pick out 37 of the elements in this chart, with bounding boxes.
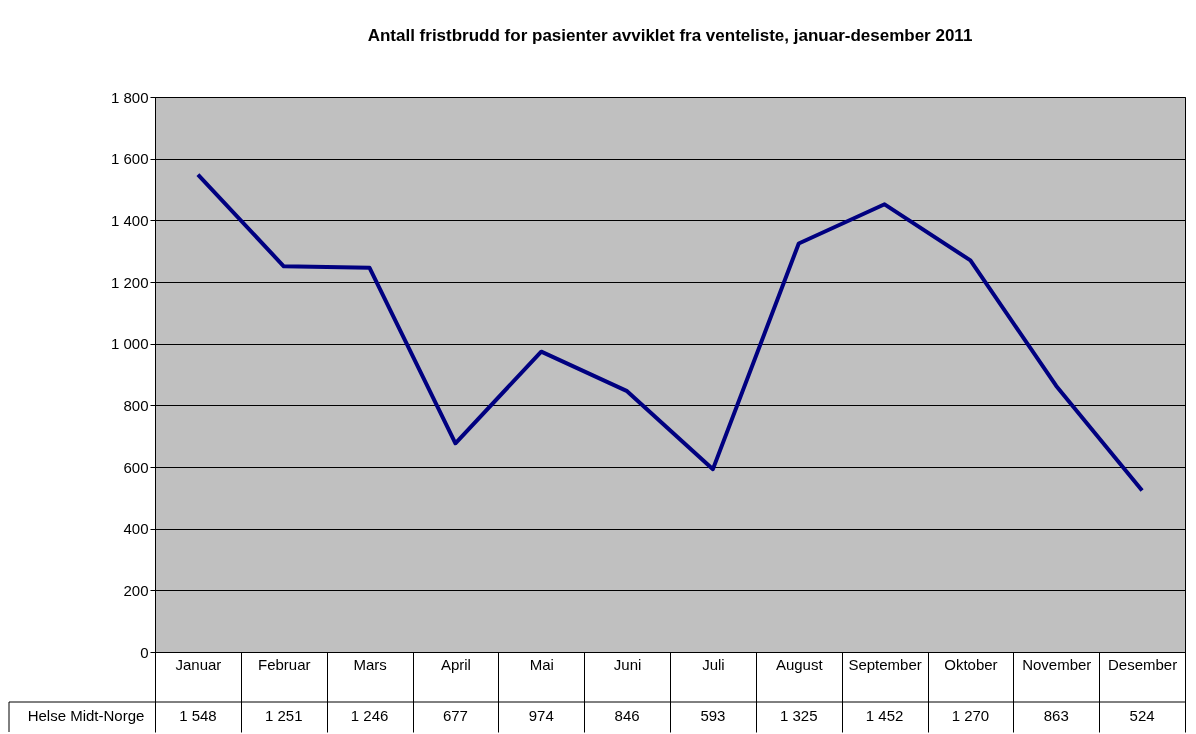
x-tick-label: August — [775, 655, 824, 673]
line-series — [195, 172, 1145, 493]
data-label: 593 — [700, 707, 726, 724]
data-label: 1 452 — [865, 707, 904, 724]
y-tick-label: 0 — [140, 643, 149, 661]
data-label: 1 270 — [951, 707, 990, 724]
y-tick-label: 1 000 — [110, 335, 149, 353]
data-label: 524 — [1129, 707, 1155, 724]
chart-title: Antall fristbrudd for pasienter avviklet fra venteliste, januar-desember 2011 — [367, 26, 973, 45]
y-tick-label: 600 — [123, 458, 149, 476]
x-tick-label: April — [440, 655, 471, 673]
y-tick-label: 1 200 — [110, 273, 149, 291]
x-tick-label: Juni — [613, 655, 642, 673]
y-tick-label: 400 — [123, 520, 149, 538]
y-tick-label: 200 — [123, 581, 149, 599]
x-tick-label: September — [848, 655, 922, 673]
data-label: 1 246 — [350, 707, 389, 724]
y-tick-label: 800 — [123, 396, 149, 414]
x-tick-label: Mars — [353, 655, 387, 673]
data-label: 846 — [614, 707, 640, 724]
x-tick-label: Februar — [257, 655, 311, 673]
data-label: 863 — [1043, 707, 1069, 724]
text: Helse Midt-Norge — [27, 707, 145, 724]
x-tick-label: Oktober — [944, 655, 998, 673]
x-tick-label: Mai — [529, 655, 554, 673]
y-tick-label: 1 400 — [110, 211, 149, 229]
data-label: 1 251 — [264, 707, 303, 724]
data-label: 974 — [528, 707, 554, 724]
x-tick-label: Januar — [175, 655, 222, 673]
y-tick-label: 1 800 — [110, 88, 149, 106]
x-tick-label: November — [1022, 655, 1092, 673]
y-tick-label: 1 600 — [110, 150, 149, 168]
x-tick-label: Juli — [702, 655, 725, 673]
data-label: 677 — [442, 707, 468, 724]
x-tick-label: Desember — [1107, 655, 1178, 673]
data-label: 1 548 — [179, 707, 217, 724]
data-label: 1 325 — [779, 707, 818, 724]
